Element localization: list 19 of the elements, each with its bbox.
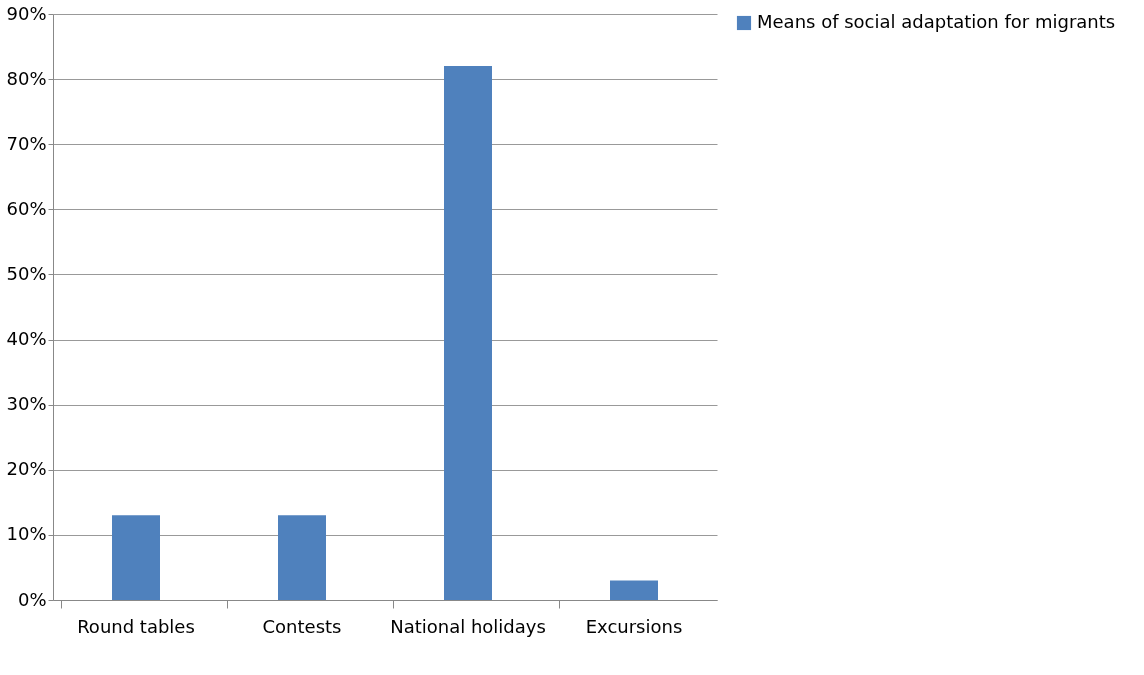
x-tick-label: Round tables <box>77 615 195 637</box>
bar <box>112 515 160 600</box>
x-tick-label: Contests <box>262 615 342 637</box>
y-tick-label: 0% <box>17 588 47 610</box>
bar <box>610 580 658 600</box>
y-tick-label: 10% <box>6 523 47 545</box>
y-tick-label: 90% <box>6 2 47 24</box>
bar <box>278 515 326 600</box>
y-tick-label: 20% <box>6 458 47 480</box>
legend-label: Means of social adaptation for migrants <box>757 11 1116 32</box>
x-tick-label: Excursions <box>585 615 683 637</box>
bar <box>444 66 492 600</box>
x-tick-label: National holidays <box>390 615 546 637</box>
y-tick-label: 70% <box>6 132 47 154</box>
y-tick-label: 50% <box>6 262 47 284</box>
y-tick-label: 60% <box>6 197 47 219</box>
y-tick-label: 40% <box>6 328 47 350</box>
y-tick-label: 30% <box>6 393 47 415</box>
y-tick-label: 80% <box>6 67 47 89</box>
